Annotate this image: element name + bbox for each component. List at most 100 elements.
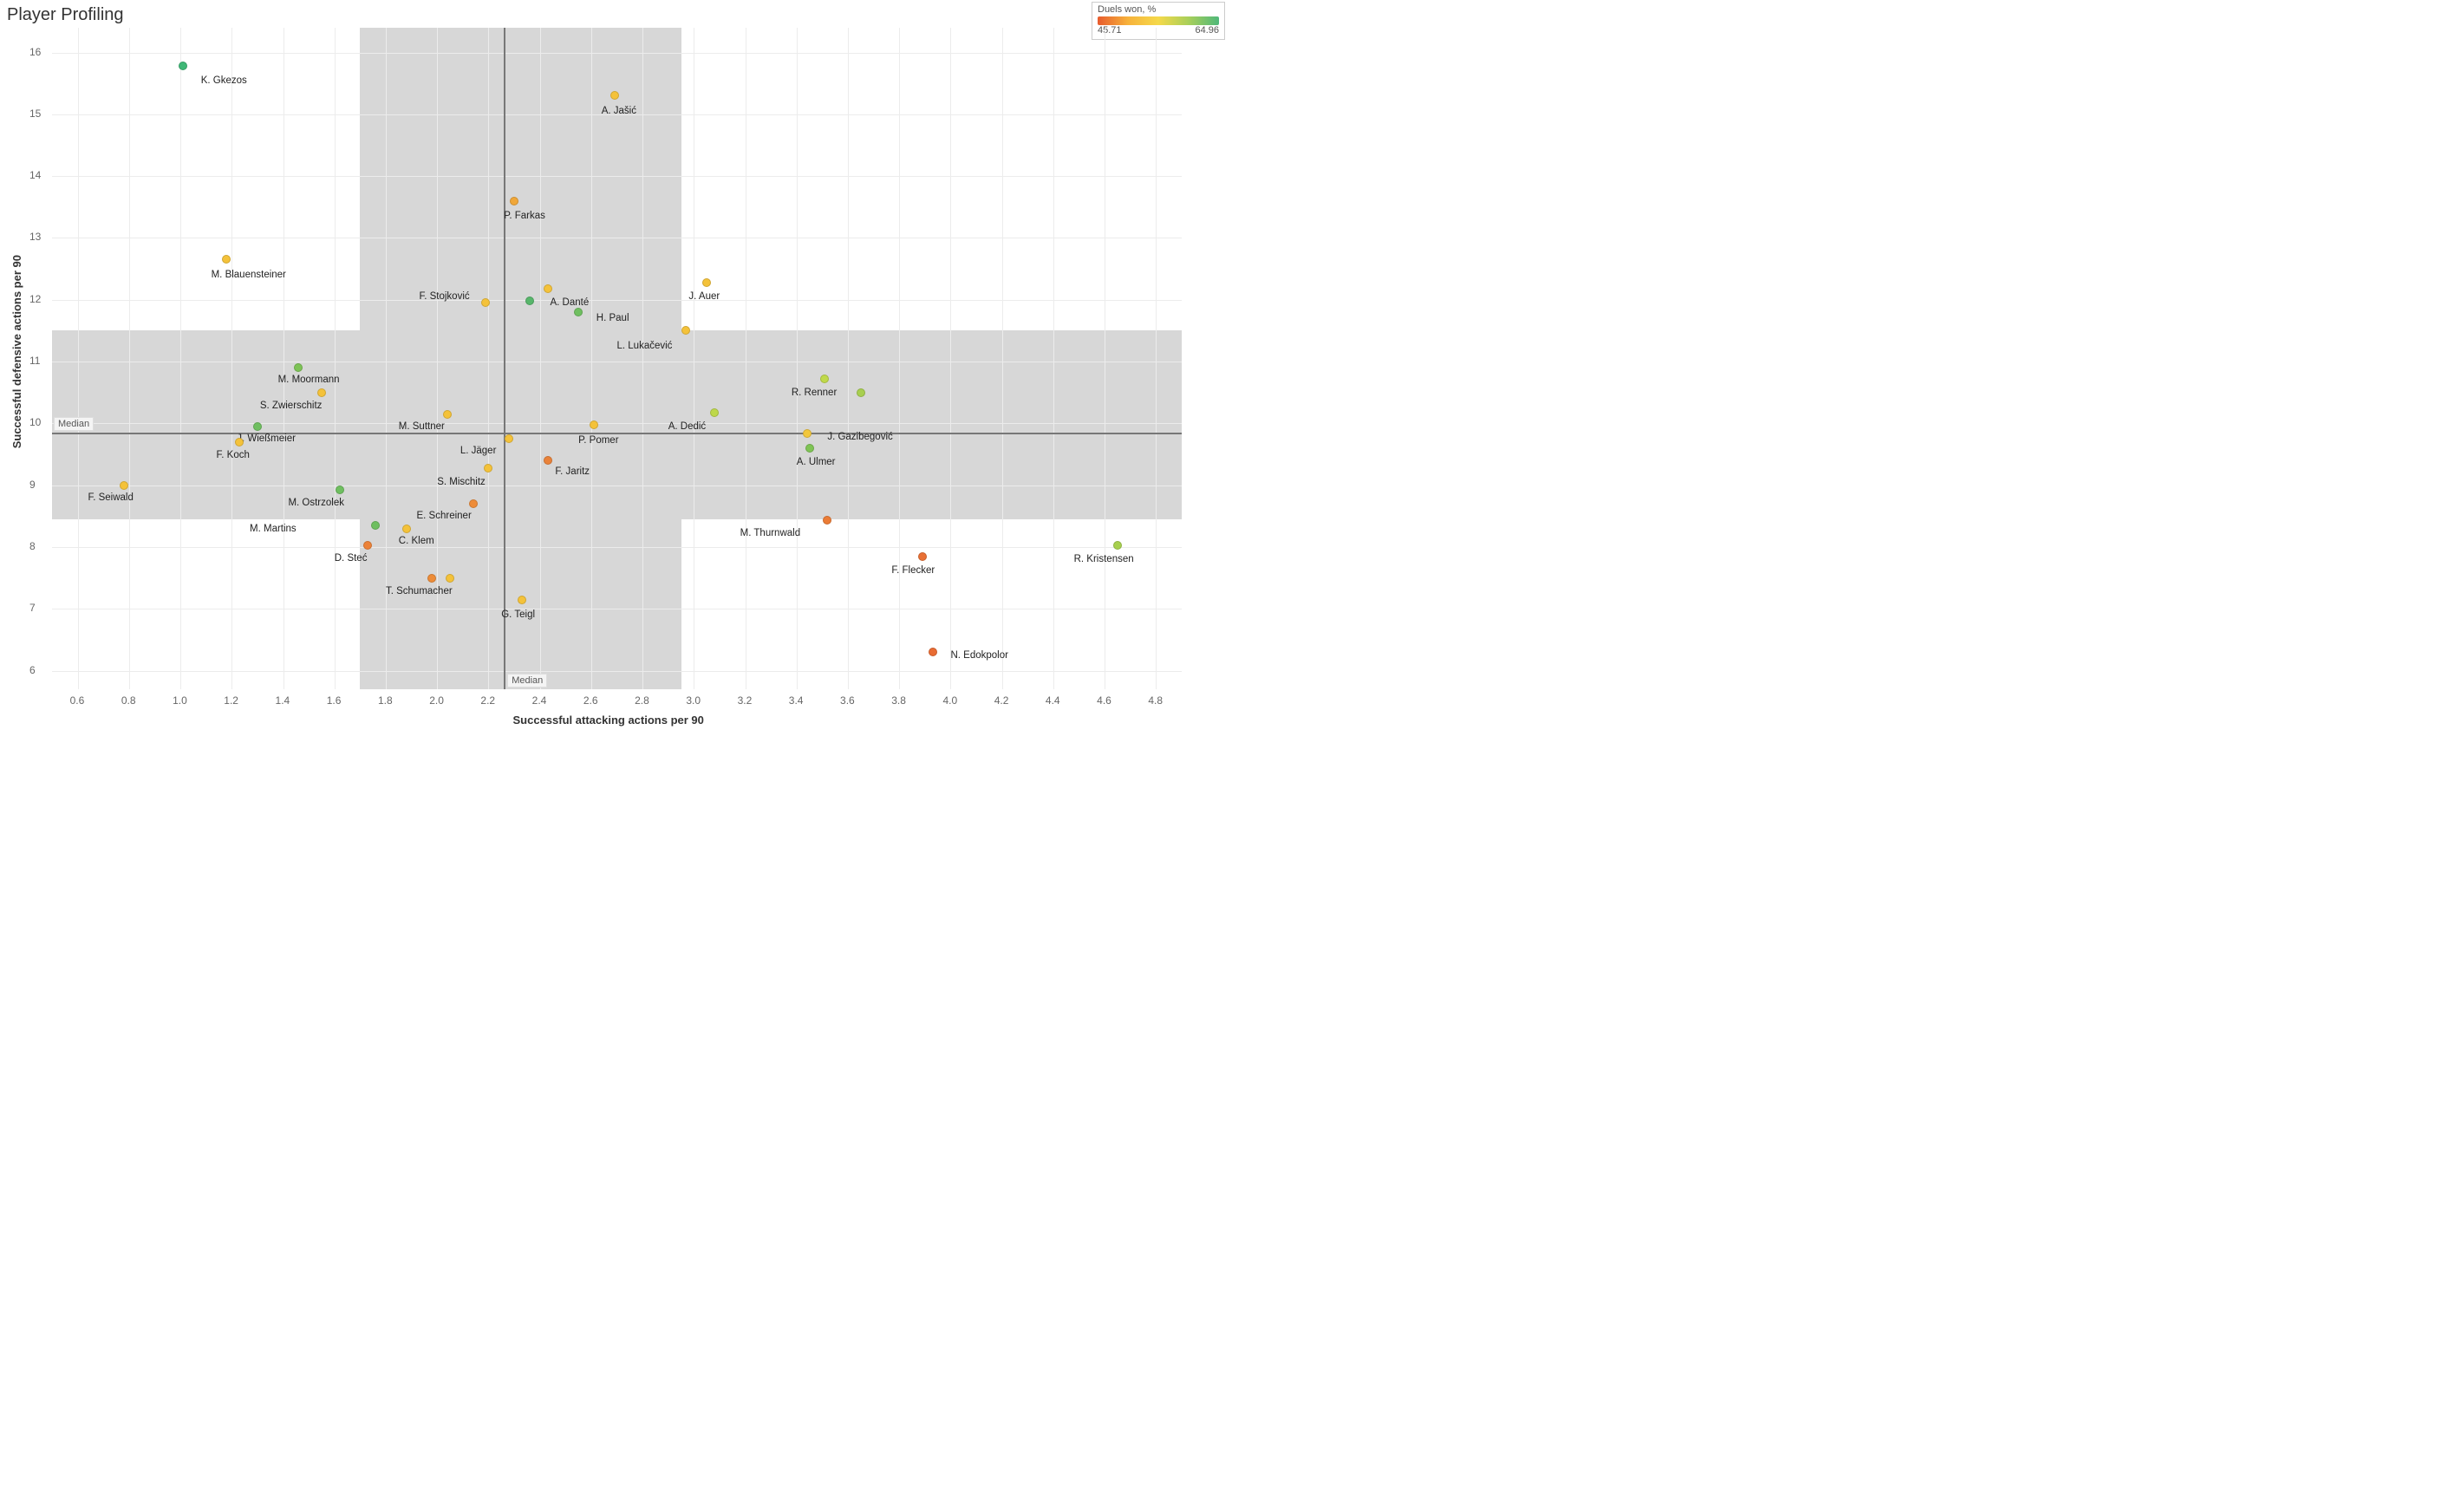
- x-tick: 3.4: [789, 694, 804, 707]
- gridline-vertical: [231, 28, 232, 689]
- gridline-vertical: [129, 28, 130, 689]
- scatter-point[interactable]: [574, 308, 583, 316]
- point-label: J. Gazibegović: [827, 432, 892, 442]
- scatter-point[interactable]: [857, 388, 865, 397]
- gridline-vertical: [1156, 28, 1157, 689]
- y-tick: 16: [29, 46, 41, 58]
- y-tick: 13: [29, 231, 41, 243]
- median-line-vertical: [504, 28, 505, 689]
- scatter-point[interactable]: [235, 438, 244, 446]
- point-label: T. Schumacher: [386, 586, 453, 596]
- scatter-point[interactable]: [518, 596, 526, 604]
- scatter-point[interactable]: [805, 444, 814, 453]
- x-tick: 2.0: [429, 694, 444, 707]
- point-label: F. Jaritz: [555, 466, 590, 477]
- chart-title: Player Profiling: [7, 5, 124, 25]
- scatter-point[interactable]: [402, 525, 411, 533]
- scatter-point[interactable]: [918, 552, 927, 561]
- gridline-vertical: [591, 28, 592, 689]
- point-label: M. Ostrzolek: [288, 498, 344, 508]
- legend-title: Duels won, %: [1098, 4, 1219, 15]
- scatter-point[interactable]: [590, 420, 598, 429]
- scatter-point[interactable]: [681, 326, 690, 335]
- scatter-point[interactable]: [317, 388, 326, 397]
- scatter-point[interactable]: [820, 375, 829, 383]
- gridline-horizontal: [52, 300, 1182, 301]
- gridline-vertical: [335, 28, 336, 689]
- x-tick: 4.0: [942, 694, 957, 707]
- point-label: M. Blauensteiner: [212, 270, 286, 280]
- point-label: K. Gkezos: [201, 75, 247, 86]
- scatter-point[interactable]: [702, 278, 711, 287]
- scatter-point[interactable]: [803, 429, 812, 438]
- point-label: H. Paul: [596, 313, 629, 323]
- scatter-point[interactable]: [363, 541, 372, 550]
- scatter-point[interactable]: [929, 648, 937, 656]
- point-label: J. Wießmeier: [237, 433, 296, 444]
- scatter-point[interactable]: [544, 456, 552, 465]
- point-label: F. Koch: [217, 450, 250, 460]
- scatter-point[interactable]: [222, 255, 231, 264]
- scatter-point[interactable]: [253, 422, 262, 431]
- scatter-point[interactable]: [1113, 541, 1122, 550]
- median-tag-y: Median: [54, 417, 94, 431]
- x-tick: 1.6: [327, 694, 342, 707]
- legend-max: 64.96: [1195, 25, 1219, 36]
- x-tick: 2.4: [532, 694, 547, 707]
- x-tick: 3.8: [891, 694, 906, 707]
- point-label: M. Thurnwald: [740, 528, 800, 538]
- scatter-point[interactable]: [446, 574, 454, 583]
- x-tick: 3.6: [840, 694, 855, 707]
- point-label: S. Zwierschitz: [260, 401, 323, 411]
- scatter-point[interactable]: [336, 486, 344, 494]
- scatter-point[interactable]: [823, 516, 831, 525]
- point-label: L. Lukačević: [617, 341, 673, 351]
- scatter-point[interactable]: [294, 363, 303, 372]
- point-label: P. Pomer: [578, 435, 618, 446]
- point-label: R. Renner: [792, 388, 837, 398]
- point-label: E. Schreiner: [417, 511, 472, 521]
- median-tag-x: Median: [507, 674, 547, 688]
- scatter-point[interactable]: [371, 521, 380, 530]
- point-label: C. Klem: [399, 536, 434, 546]
- scatter-point[interactable]: [544, 284, 552, 293]
- scatter-point[interactable]: [710, 408, 719, 417]
- gridline-vertical: [848, 28, 849, 689]
- scatter-point[interactable]: [469, 499, 478, 508]
- point-label: R. Kristensen: [1074, 554, 1134, 564]
- y-tick: 12: [29, 293, 41, 305]
- median-line-horizontal: [52, 433, 1182, 434]
- point-label: G. Teigl: [501, 609, 535, 620]
- gridline-vertical: [1053, 28, 1054, 689]
- scatter-point[interactable]: [427, 574, 436, 583]
- y-tick: 9: [29, 479, 36, 491]
- gridline-vertical: [540, 28, 541, 689]
- scatter-point[interactable]: [120, 481, 128, 490]
- point-label: A. Jašić: [602, 106, 636, 116]
- scatter-point[interactable]: [179, 62, 187, 70]
- y-tick: 10: [29, 416, 41, 428]
- y-tick: 7: [29, 602, 36, 614]
- point-label: J. Auer: [688, 291, 720, 302]
- scatter-point[interactable]: [525, 297, 534, 305]
- scatter-point[interactable]: [484, 464, 492, 473]
- scatter-point[interactable]: [505, 434, 513, 443]
- gridline-horizontal: [52, 53, 1182, 54]
- point-label: F. Seiwald: [88, 492, 133, 503]
- scatter-point[interactable]: [481, 298, 490, 307]
- y-axis-label: Successful defensive actions per 90: [10, 255, 23, 448]
- gridline-horizontal: [52, 176, 1182, 177]
- scatter-point[interactable]: [510, 197, 518, 205]
- scatter-point[interactable]: [443, 410, 452, 419]
- point-label: M. Suttner: [399, 421, 445, 432]
- scatter-point[interactable]: [610, 91, 619, 100]
- x-tick: 1.8: [378, 694, 393, 707]
- y-tick: 8: [29, 540, 36, 552]
- x-tick: 1.2: [224, 694, 238, 707]
- point-label: N. Edokpolor: [950, 650, 1007, 661]
- x-tick: 4.8: [1148, 694, 1163, 707]
- gridline-horizontal: [52, 547, 1182, 548]
- gridline-horizontal: [52, 423, 1182, 424]
- y-tick: 14: [29, 169, 41, 181]
- scatter-plot: 0.60.81.01.21.41.61.82.02.22.42.62.83.03…: [52, 28, 1182, 689]
